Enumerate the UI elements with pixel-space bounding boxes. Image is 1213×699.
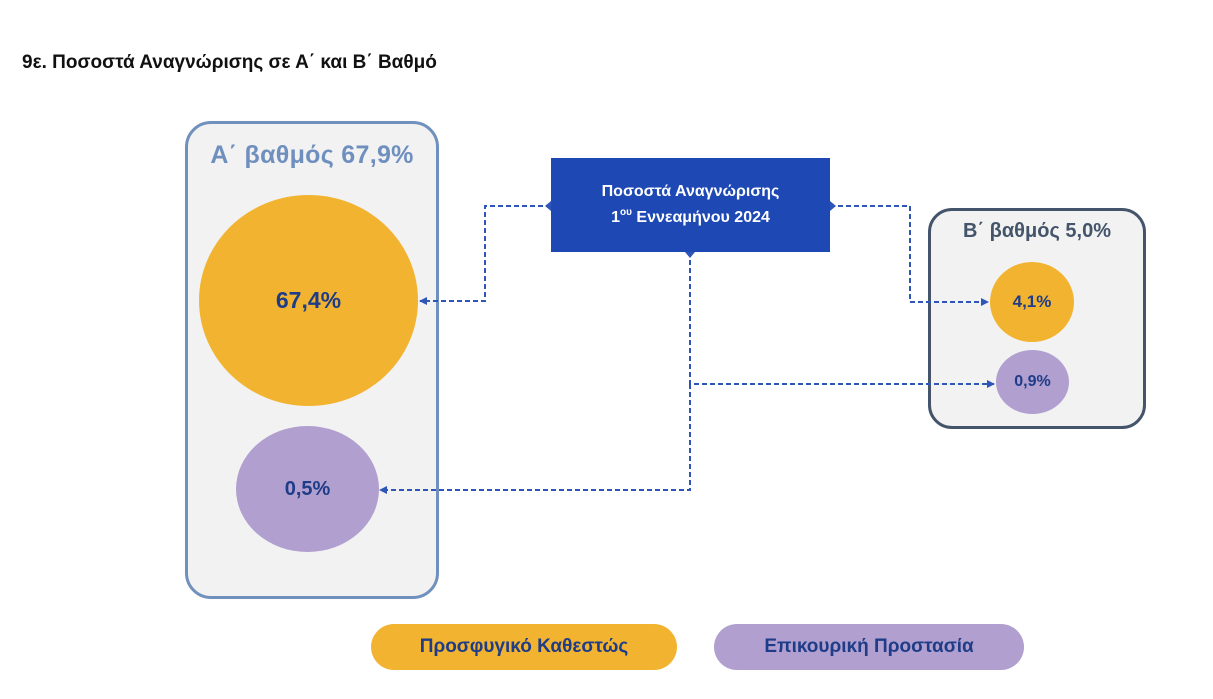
- connector-to-b-refugee: [830, 205, 989, 306]
- group-b-subsidiary-circle: 0,9%: [996, 350, 1069, 414]
- group-a-subsidiary-circle: 0,5%: [236, 426, 379, 552]
- group-b-label: Β΄ βαθμός 5,0%: [963, 220, 1111, 242]
- connector-to-a-refugee: [419, 205, 551, 305]
- connector-to-b-subsidiary: [689, 252, 995, 388]
- group-a-label: Α΄ βαθμός 67,9%: [210, 141, 414, 169]
- group-a-subsidiary-value: 0,5%: [284, 477, 331, 500]
- center-title-line2: 1ου Εννεαμήνου 2024: [611, 206, 770, 226]
- group-a-refugee-value: 67,4%: [275, 287, 342, 313]
- group-b-subsidiary-value: 0,9%: [1014, 373, 1051, 390]
- group-a-refugee-circle: 67,4%: [199, 195, 418, 406]
- group-b-refugee-value: 4,1%: [1012, 292, 1052, 311]
- page-title: 9ε. Ποσοστά Αναγνώρισης σε Α΄ και Β΄ Βαθ…: [22, 52, 437, 73]
- legend-subsidiary-protection: Επικουρική Προστασία: [714, 624, 1024, 670]
- center-title-line1: Ποσοστά Αναγνώρισης: [601, 183, 780, 200]
- legend-refugee-status: Προσφυγικό Καθεστώς: [371, 624, 677, 670]
- center-title-box: Ποσοστά Αναγνώρισης 1ου Εννεαμήνου 2024: [551, 158, 830, 252]
- connector-to-a-subsidiary: [379, 384, 691, 494]
- group-b-refugee-circle: 4,1%: [990, 262, 1074, 342]
